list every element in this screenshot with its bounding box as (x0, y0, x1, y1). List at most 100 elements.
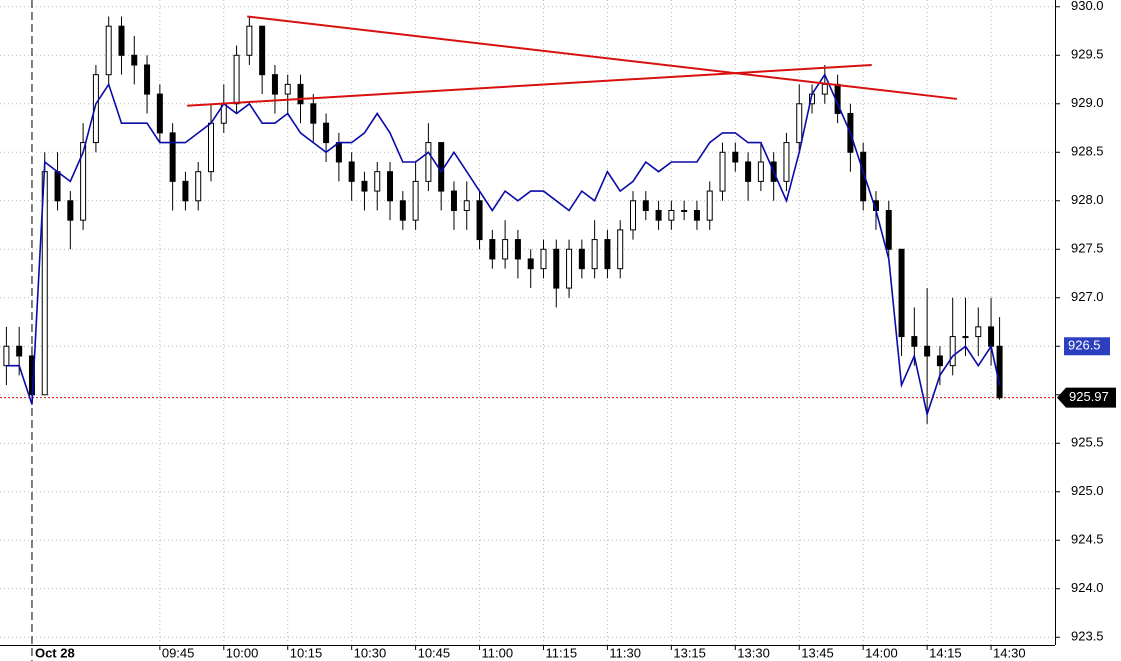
candle-body (553, 248, 560, 289)
x-tick-label: 14:00 (865, 645, 898, 660)
last-price-box (1057, 387, 1116, 408)
candle-body (105, 25, 112, 76)
y-tick-label: 923.5 (1071, 629, 1104, 644)
candle-body (591, 239, 598, 270)
candle-body (898, 248, 905, 338)
y-tick-label: 930.0 (1071, 0, 1104, 13)
candle-body (425, 142, 432, 182)
candle-body (233, 54, 240, 105)
y-tick-label: 927.5 (1071, 241, 1104, 256)
candle-body (706, 190, 713, 221)
candle-body (540, 248, 547, 270)
candle-body (246, 25, 253, 56)
candle-body (693, 209, 700, 221)
x-tick-label: 09:45 (162, 645, 195, 660)
indicator-line (6, 73, 1001, 418)
candle-body (578, 248, 585, 270)
candle-body (796, 103, 803, 144)
candle-body (821, 83, 828, 95)
candle-body (732, 151, 739, 163)
candle-body (182, 180, 189, 202)
candle-body (361, 180, 368, 192)
candle-body (195, 171, 202, 202)
candle-body (16, 345, 23, 357)
candle-body (604, 239, 611, 270)
candle-body (374, 171, 381, 192)
candle-body (988, 326, 995, 347)
x-tick-label: 11:00 (482, 645, 514, 660)
x-tick-label: 11:15 (545, 645, 577, 660)
plot-area (0, 15, 1055, 424)
candle-body (297, 83, 304, 105)
x-tick-label: 10:00 (226, 645, 259, 660)
candle-body (208, 122, 214, 173)
candle-body (450, 190, 457, 211)
y-tick-label: 927.0 (1071, 289, 1104, 304)
x-tick-label: 13:30 (737, 645, 770, 660)
candle-body (514, 239, 521, 260)
candle-body (975, 326, 982, 338)
candle-body (527, 258, 534, 270)
candle-body (668, 209, 675, 221)
candle-body (271, 74, 278, 95)
candle-body (348, 161, 355, 182)
y-tick-label: 928.0 (1071, 192, 1104, 207)
candle-body (3, 345, 10, 367)
y-tick-label: 929.0 (1071, 95, 1104, 110)
candle-body (131, 54, 138, 66)
x-tick-label: 14:15 (929, 645, 962, 660)
candle-body (156, 93, 163, 134)
candle-body (783, 142, 790, 182)
candle-body (323, 122, 330, 144)
candle-body (399, 200, 406, 221)
candle-body (476, 200, 483, 241)
candle-body (949, 336, 956, 367)
y-tick-label: 928.5 (1071, 144, 1104, 159)
candle-body (284, 83, 291, 95)
candle-body (92, 74, 99, 144)
x-tick-label: 10:30 (354, 645, 387, 660)
y-tick-label: 925.0 (1071, 483, 1104, 498)
candle-body (745, 161, 752, 182)
candle-body (387, 171, 394, 202)
candle-body (681, 209, 688, 212)
candle-body (80, 142, 87, 221)
candle-body (412, 180, 419, 221)
x-tick-label: 10:45 (418, 645, 451, 660)
x-tick-label: 14:30 (993, 645, 1026, 660)
y-tick-label: 924.0 (1071, 580, 1104, 595)
candle-body (885, 209, 892, 250)
candle-body (962, 336, 969, 339)
x-tick-label: 11:30 (609, 645, 641, 660)
candle-body (936, 355, 943, 367)
candle-body (655, 209, 662, 221)
x-tick-label: 10:15 (290, 645, 323, 660)
candle-body (911, 336, 918, 347)
candle-body (54, 171, 61, 202)
candle-body (642, 200, 649, 211)
candle-body (502, 239, 509, 260)
y-tick-label: 925.5 (1071, 435, 1104, 450)
candle-body (463, 200, 470, 211)
candle-body (757, 161, 764, 182)
candle-body (67, 200, 74, 221)
candle-body (310, 103, 317, 124)
candle-body (996, 345, 1003, 399)
candle-body (335, 142, 342, 163)
x-tick-label: 13:45 (801, 645, 834, 660)
candle-body (118, 25, 125, 56)
candle-body (438, 142, 445, 192)
trend-line (247, 15, 958, 100)
y-tick-label: 924.5 (1071, 532, 1104, 547)
candle-body (169, 132, 176, 182)
candle-body (144, 64, 151, 95)
candle-body (630, 200, 636, 231)
grid (0, 0, 1055, 661)
candle-body (259, 25, 266, 76)
indicator-price-label: 926.5 (1068, 338, 1101, 353)
indicator-price-box (1064, 337, 1110, 356)
candle-body (617, 229, 624, 270)
